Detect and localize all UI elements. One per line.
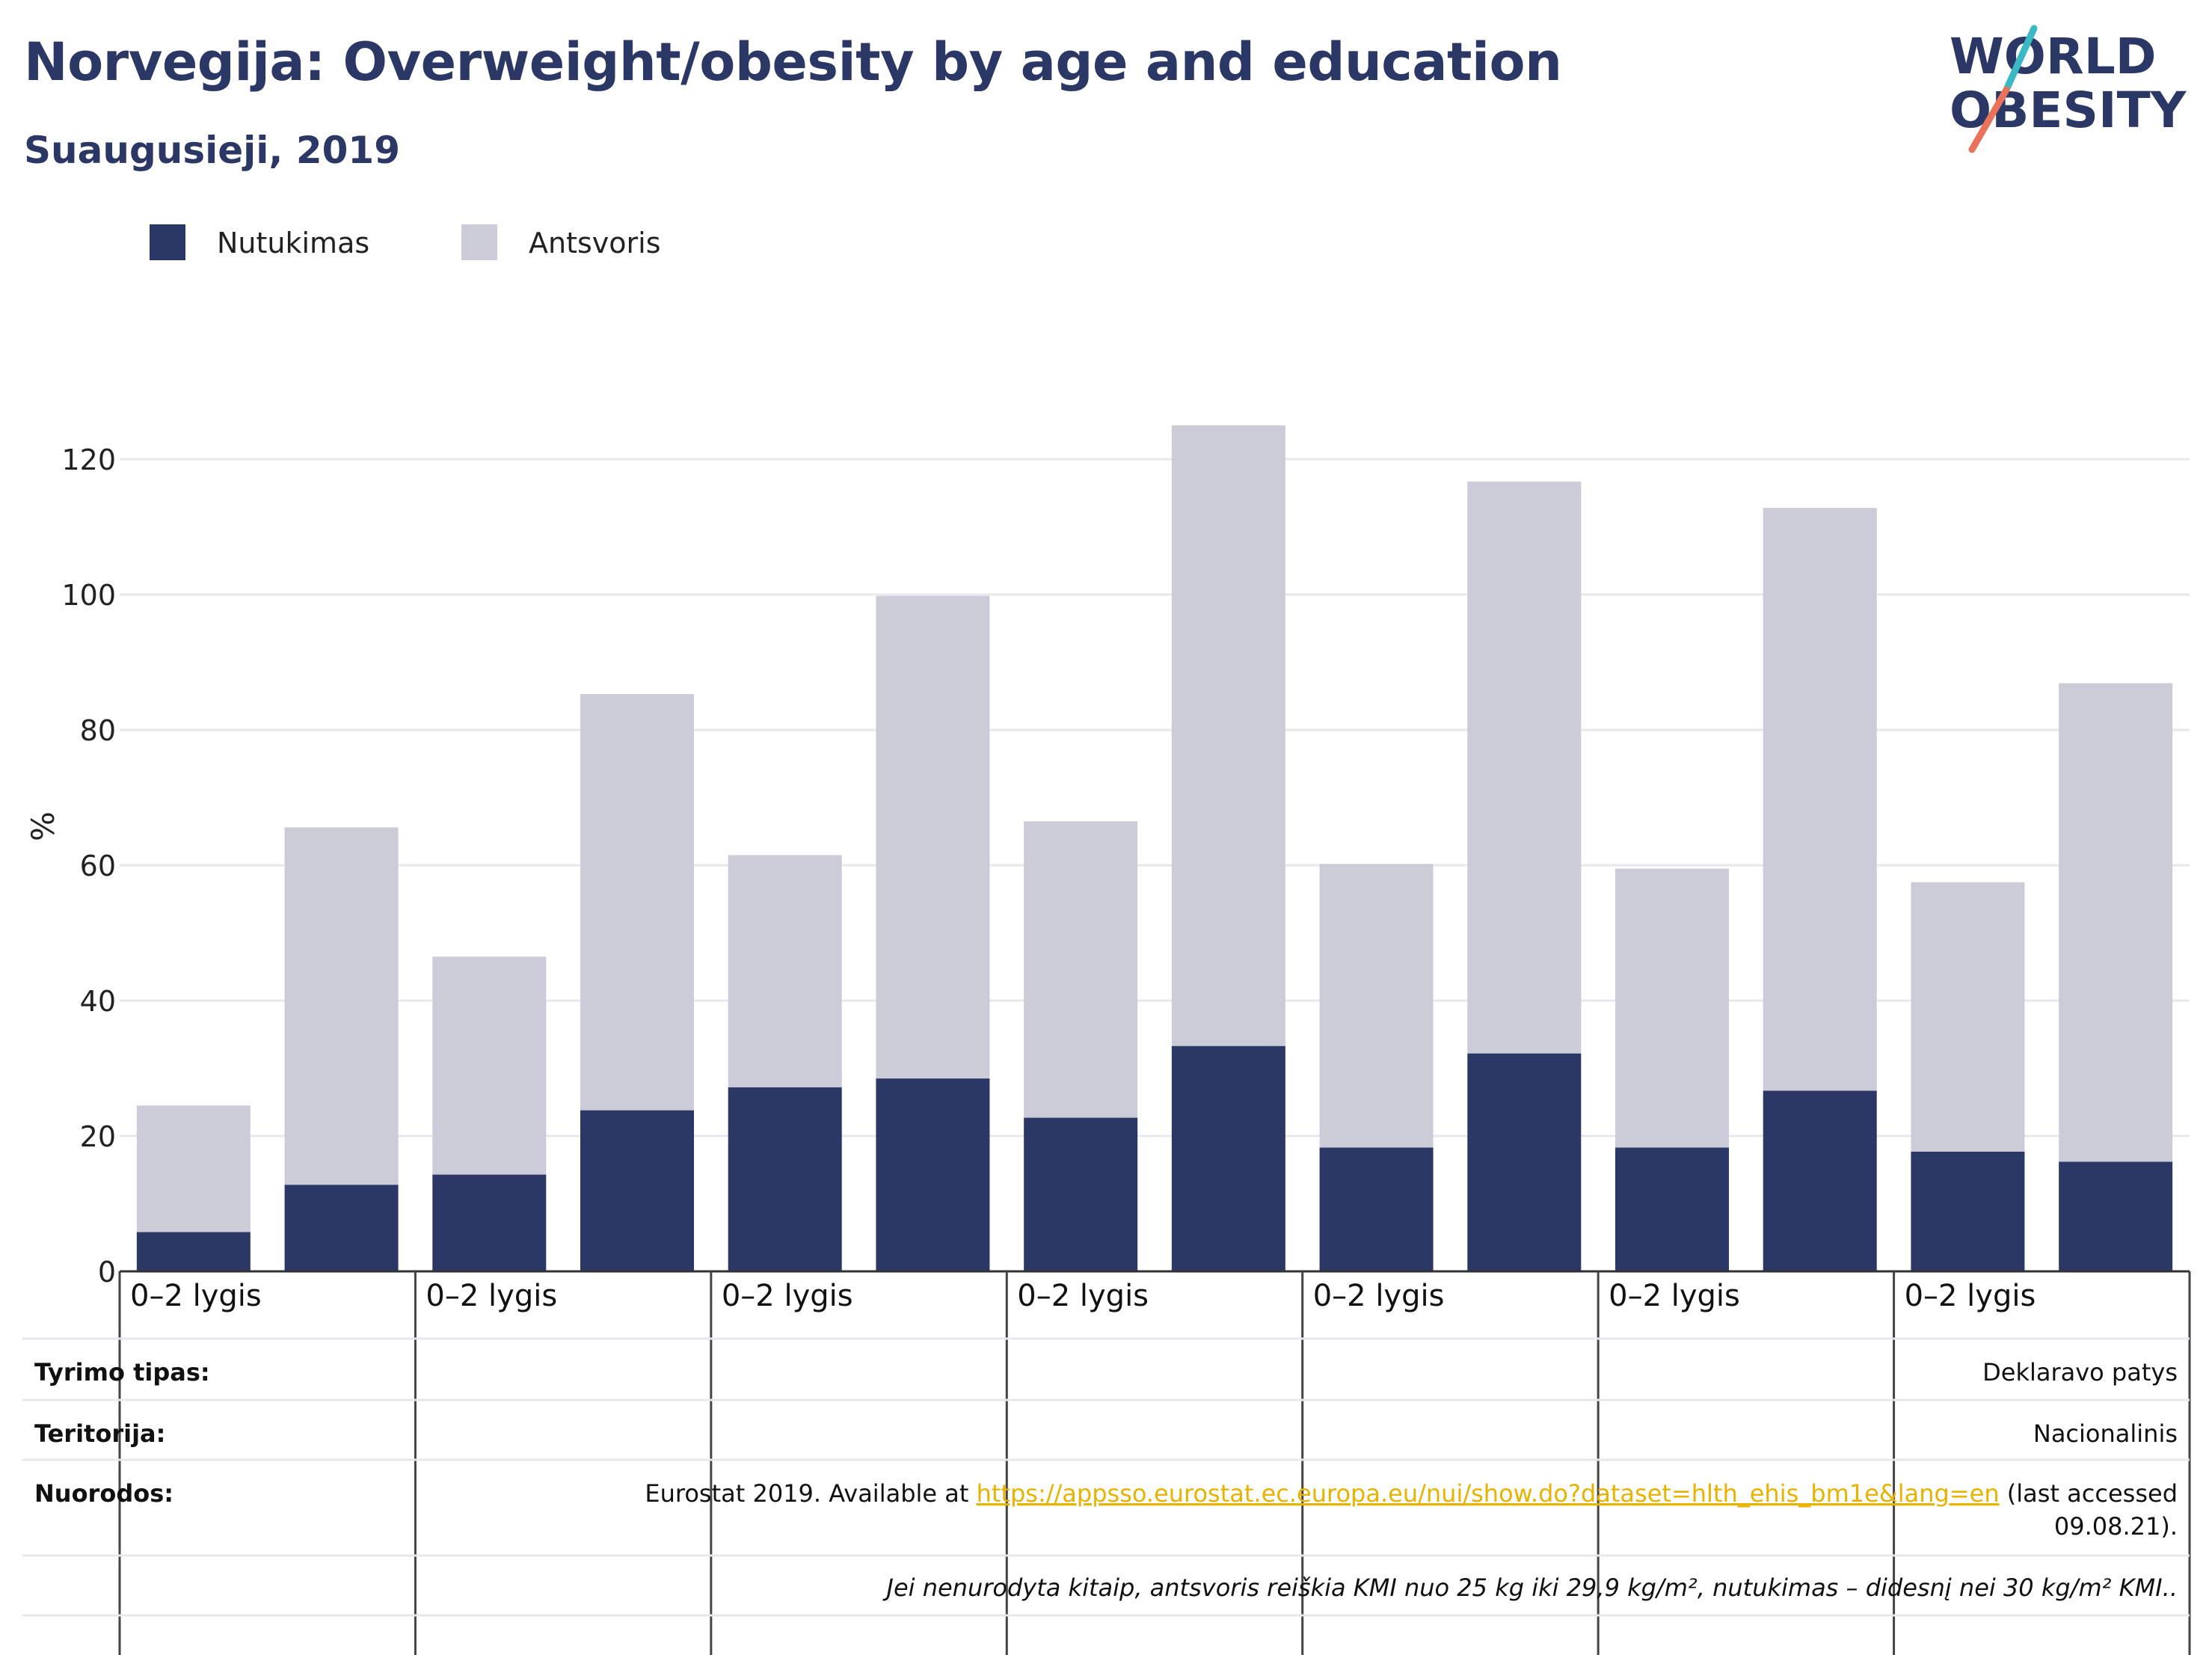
bar-obesity: [1763, 1090, 1877, 1271]
chart-subtitle: Suaugusieji, 2019: [24, 129, 400, 172]
logo-line1: WORLD: [1950, 28, 2157, 85]
bar-overweight: [876, 595, 990, 1079]
bar-overweight: [284, 827, 399, 1185]
legend-label: Nutukimas: [217, 227, 369, 260]
x-group-label: 0–2 lygis: [130, 1279, 262, 1313]
bars: [136, 425, 2173, 1271]
bar-obesity: [2059, 1161, 2173, 1271]
bar-overweight: [580, 694, 694, 1111]
reference-suffix: (last accessed: [2000, 1479, 2178, 1508]
bar-obesity: [580, 1110, 694, 1271]
notes-table: Tyrimo tipas: Deklaravo patys Teritorija: N…: [22, 1337, 2190, 1617]
x-group-label: 0–2 lygis: [1017, 1279, 1149, 1313]
notes-label: Nuorodos:: [34, 1479, 173, 1508]
logo-coral-stroke: [1968, 86, 2010, 153]
bar-obesity: [1467, 1053, 1582, 1271]
bar-obesity: [1319, 1147, 1434, 1271]
reference-link[interactable]: https://appsso.eurostat.ec.europa.eu/nui…: [977, 1479, 2000, 1508]
x-group-label: 0–2 lygis: [722, 1279, 853, 1313]
definition-footnote: Jei nenurodyta kitaip, antsvoris reiškia…: [882, 1573, 2178, 1602]
bar-obesity: [1615, 1147, 1729, 1271]
bar-obesity: [1911, 1151, 2025, 1271]
bar-overweight: [1024, 821, 1138, 1118]
y-tick-label: 0: [98, 1256, 116, 1289]
bar-overweight: [1763, 508, 1877, 1091]
notes-value: Nacionalinis: [2033, 1419, 2178, 1448]
world-obesity-logo: WORLD OBESITY: [1950, 25, 2187, 153]
reference-text: Eurostat 2019. Available at https://apps…: [645, 1479, 2178, 1508]
grid-lines: [120, 458, 2190, 1137]
x-group-label: 0–2 lygis: [1313, 1279, 1445, 1313]
bar-obesity: [1171, 1045, 1285, 1271]
bar-overweight: [1171, 425, 1285, 1046]
bar-overweight: [136, 1105, 251, 1232]
legend: Nutukimas Antsvoris: [150, 224, 661, 260]
bar-obesity: [136, 1232, 251, 1271]
bar-overweight: [2059, 683, 2173, 1162]
bar-overweight: [1319, 864, 1434, 1148]
bar-overweight: [1467, 481, 1582, 1054]
notes-label: Tyrimo tipas:: [34, 1358, 210, 1387]
y-tick-label: 40: [80, 985, 116, 1018]
bar-overweight: [728, 855, 842, 1087]
x-group-label: 0–2 lygis: [425, 1279, 557, 1313]
bar-obesity: [284, 1185, 399, 1271]
legend-swatch: [461, 224, 497, 260]
bar-overweight: [1615, 868, 1729, 1148]
x-group-label: 0–2 lygis: [1905, 1279, 2036, 1313]
legend-label: Antsvoris: [529, 227, 661, 260]
bar-obesity: [728, 1087, 842, 1271]
y-tick-label: 60: [80, 850, 116, 882]
axes: 0 20 40 60 80 100 120% 0–2 lygis 0–2 lygis 0–2 ly…: [25, 443, 2191, 1655]
y-tick-label: 80: [80, 714, 116, 747]
y-tick-label: 20: [80, 1120, 116, 1153]
notes-label: Teritorija:: [34, 1419, 165, 1448]
bar-overweight: [432, 957, 547, 1175]
notes-value: Deklaravo patys: [1982, 1358, 2178, 1387]
chart-title: Norvegija: Overweight/obesity by age and…: [24, 31, 1562, 93]
x-group-label: 0–2 lygis: [1609, 1279, 1740, 1313]
y-tick-label: 100: [61, 579, 116, 612]
bar-obesity: [1024, 1117, 1138, 1271]
reference-date: 09.08.21).: [2054, 1512, 2178, 1541]
y-axis-label: %: [25, 811, 61, 841]
legend-swatch: [150, 224, 185, 260]
logo-line2: OBESITY: [1950, 82, 2187, 139]
bar-obesity: [432, 1174, 547, 1271]
bar-obesity: [876, 1078, 990, 1271]
bar-overweight: [1911, 882, 2025, 1152]
y-tick-label: 120: [61, 443, 116, 476]
logo-teal-stroke: [2003, 25, 2038, 93]
reference-prefix: Eurostat 2019. Available at: [645, 1479, 976, 1508]
